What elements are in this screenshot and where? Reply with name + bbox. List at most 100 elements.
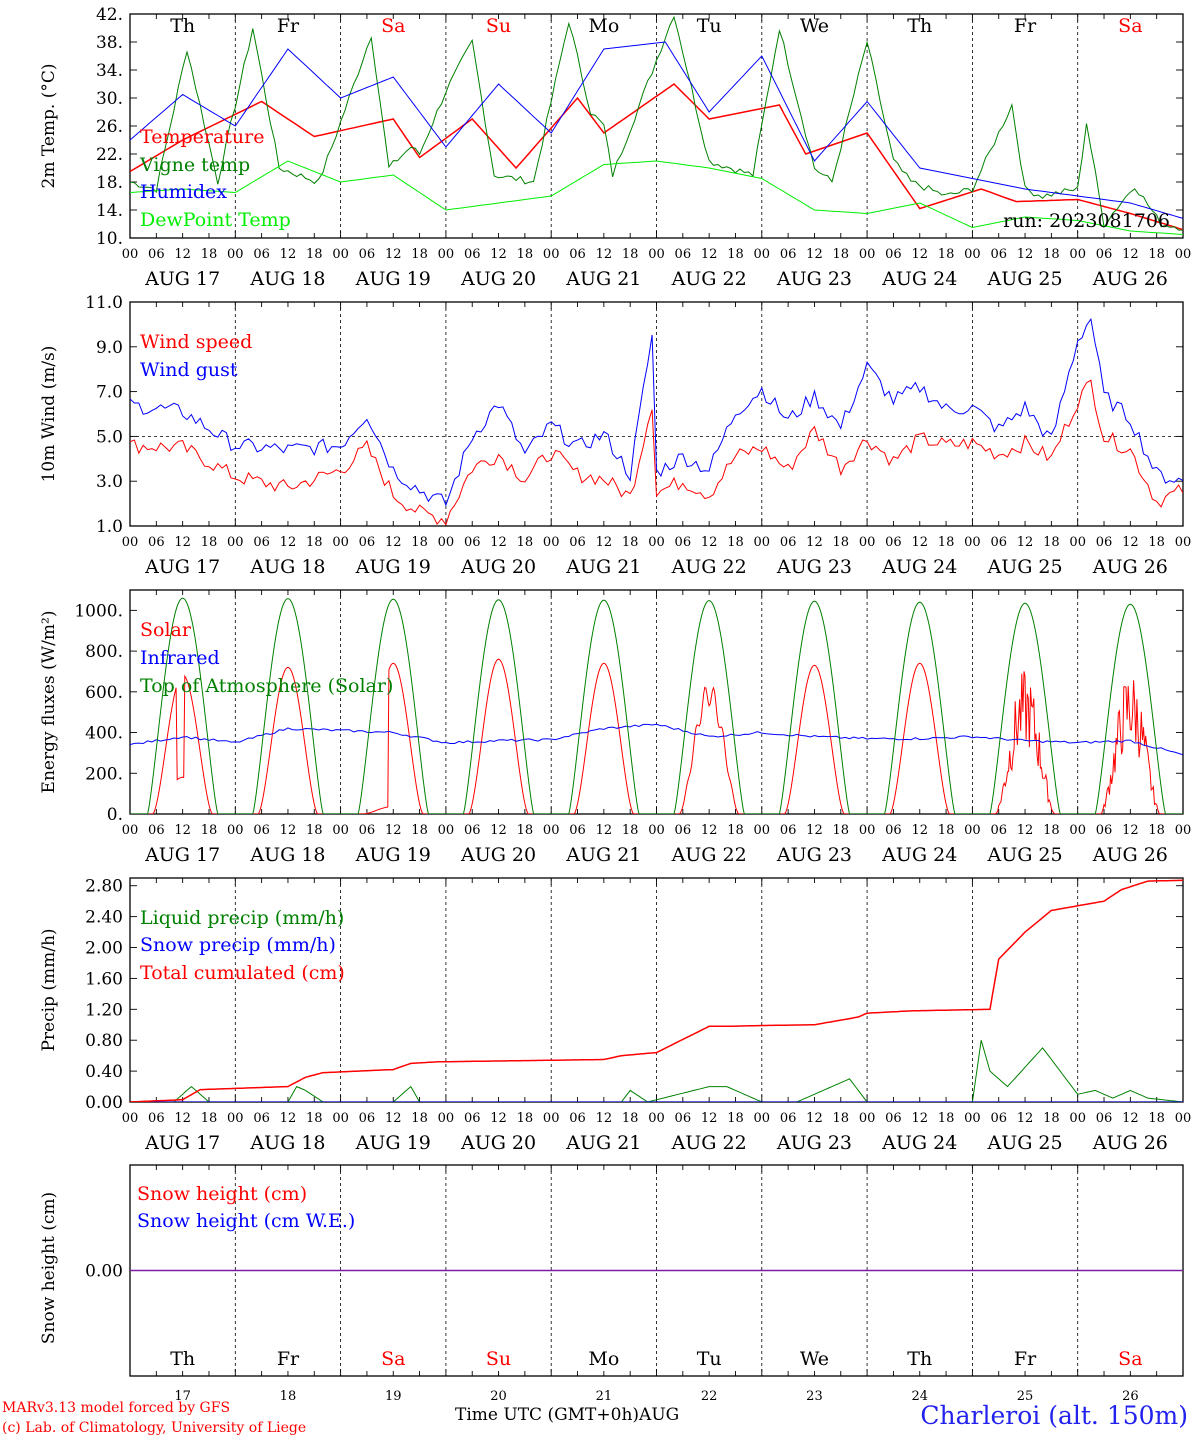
- legend-entry: Temperature: [140, 126, 264, 148]
- y-tick-label: 800.: [85, 642, 123, 662]
- day-number: 19: [385, 1389, 402, 1404]
- day-name-bottom: Fr: [1014, 1348, 1037, 1370]
- day-number: 23: [806, 1389, 823, 1404]
- series-group: [130, 597, 1183, 814]
- hour-tick-label: 00: [1069, 535, 1086, 550]
- y-tick-label: 2.40: [85, 908, 123, 928]
- panel-2: 1.0 3.0 5.0 7.0 9.0 11.0 10m Wind (m/s) 00 06 12 1…: [39, 293, 1191, 578]
- hour-tick-label: 12: [911, 535, 928, 550]
- hour-tick-label: 00: [543, 823, 560, 838]
- day-number: 26: [1122, 1389, 1139, 1404]
- hour-tick-label: 18: [1043, 1111, 1060, 1126]
- hour-tick-label: 18: [201, 1111, 218, 1126]
- hour-tick-label: 06: [675, 1111, 692, 1126]
- hour-tick-label: 12: [1017, 247, 1034, 262]
- day-name-bottom: Tu: [697, 1348, 722, 1370]
- hour-tick-label: 06: [359, 535, 376, 550]
- hour-tick-label: 12: [490, 247, 507, 262]
- hour-tick-label: 12: [806, 247, 823, 262]
- hour-tick-label: 00: [332, 247, 349, 262]
- series-group: [130, 879, 1183, 1102]
- hour-tick-label: 12: [280, 1111, 297, 1126]
- panel-3: 0. 200. 400. 600. 800. 1000. Energy fluxes (W/…: [39, 589, 1191, 866]
- hour-tick-label: 00: [227, 247, 244, 262]
- hour-tick-label: 12: [596, 823, 613, 838]
- hour-tick-label: 18: [727, 1111, 744, 1126]
- date-label: AUG 19: [355, 556, 431, 578]
- day-name-top: Th: [170, 15, 195, 37]
- hour-tick-label: 06: [464, 823, 481, 838]
- hour-tick-label: 06: [464, 1111, 481, 1126]
- hour-tick-label: 18: [1148, 535, 1165, 550]
- legend-entry: Top of Atmosphere (Solar): [140, 675, 393, 697]
- hour-tick-label: 18: [833, 823, 850, 838]
- hour-tick-label: 12: [490, 823, 507, 838]
- hour-tick-label: 12: [1017, 535, 1034, 550]
- hour-tick-label: 06: [885, 1111, 902, 1126]
- hour-tick-label: 00: [964, 535, 981, 550]
- hour-tick-label: 18: [938, 823, 955, 838]
- y-tick-label: 2.80: [85, 877, 123, 897]
- day-name-bottom: Fr: [277, 1348, 300, 1370]
- hour-tick-label: 06: [148, 823, 165, 838]
- hour-tick-label: 12: [596, 247, 613, 262]
- hour-tick-label: 00: [754, 823, 771, 838]
- hour-tick-label: 18: [306, 247, 323, 262]
- station-title: Charleroi (alt. 150m): [920, 1401, 1188, 1430]
- hour-tick-label: 12: [385, 247, 402, 262]
- hour-tick-label: 18: [833, 535, 850, 550]
- hour-tick-label: 06: [675, 823, 692, 838]
- hour-tick-label: 12: [280, 247, 297, 262]
- day-number: 25: [1017, 1389, 1034, 1404]
- hour-tick-label: 06: [148, 1111, 165, 1126]
- hour-tick-label: 18: [411, 1111, 428, 1126]
- hour-tick-label: 00: [754, 535, 771, 550]
- hour-tick-label: 18: [1148, 823, 1165, 838]
- hour-tick-label: 00: [122, 247, 139, 262]
- y-tick-label: 18.: [96, 173, 123, 193]
- hour-tick-label: 18: [306, 535, 323, 550]
- y-tick-label: 0.40: [85, 1062, 123, 1082]
- y-tick-label: 14.: [96, 201, 123, 221]
- month-label: AUG: [639, 1405, 680, 1425]
- hour-tick-label: 00: [122, 823, 139, 838]
- legend-entry: Snow height (cm): [137, 1183, 307, 1205]
- hour-tick-label: 06: [253, 1111, 270, 1126]
- hour-tick-label: 18: [622, 823, 639, 838]
- legend-entry: Snow precip (mm/h): [140, 934, 336, 956]
- hour-tick-label: 12: [1122, 535, 1139, 550]
- hour-tick-label: 06: [464, 535, 481, 550]
- hour-tick-label: 06: [359, 823, 376, 838]
- hour-tick-label: 12: [596, 535, 613, 550]
- series-top-of-atmosphere-solar: [130, 597, 1183, 814]
- hour-tick-label: 12: [385, 823, 402, 838]
- date-label: AUG 18: [249, 844, 325, 866]
- hour-tick-label: 12: [1122, 1111, 1139, 1126]
- hour-tick-label: 18: [727, 247, 744, 262]
- date-label: AUG 19: [355, 1132, 431, 1154]
- legend-entry: Total cumulated (cm): [140, 962, 345, 984]
- day-name-top: Sa: [381, 15, 405, 37]
- legend-entry: Infrared: [140, 647, 220, 669]
- date-label: AUG 23: [776, 1132, 852, 1154]
- hour-tick-label: 12: [385, 1111, 402, 1126]
- hour-tick-label: 18: [306, 1111, 323, 1126]
- day-name-top: Fr: [1014, 15, 1037, 37]
- hour-tick-label: 06: [885, 247, 902, 262]
- hour-tick-label: 18: [833, 247, 850, 262]
- series-dewpoint-temp: [130, 160, 1183, 235]
- date-label: AUG 23: [776, 844, 852, 866]
- hour-tick-label: 06: [569, 247, 586, 262]
- date-label: AUG 17: [144, 1132, 220, 1154]
- hour-tick-label: 06: [990, 247, 1007, 262]
- model-credit: MARv3.13 model forced by GFS: [2, 1400, 231, 1416]
- hour-tick-label: 06: [885, 535, 902, 550]
- series-wind-gust: [130, 317, 1183, 507]
- hour-tick-label: 18: [727, 535, 744, 550]
- y-tick-label: 600.: [85, 683, 123, 703]
- hour-tick-label: 00: [227, 535, 244, 550]
- hour-tick-label: 06: [675, 535, 692, 550]
- legend-entry: Vigne temp: [139, 154, 250, 176]
- hour-tick-label: 00: [648, 1111, 665, 1126]
- hour-tick-label: 18: [517, 247, 534, 262]
